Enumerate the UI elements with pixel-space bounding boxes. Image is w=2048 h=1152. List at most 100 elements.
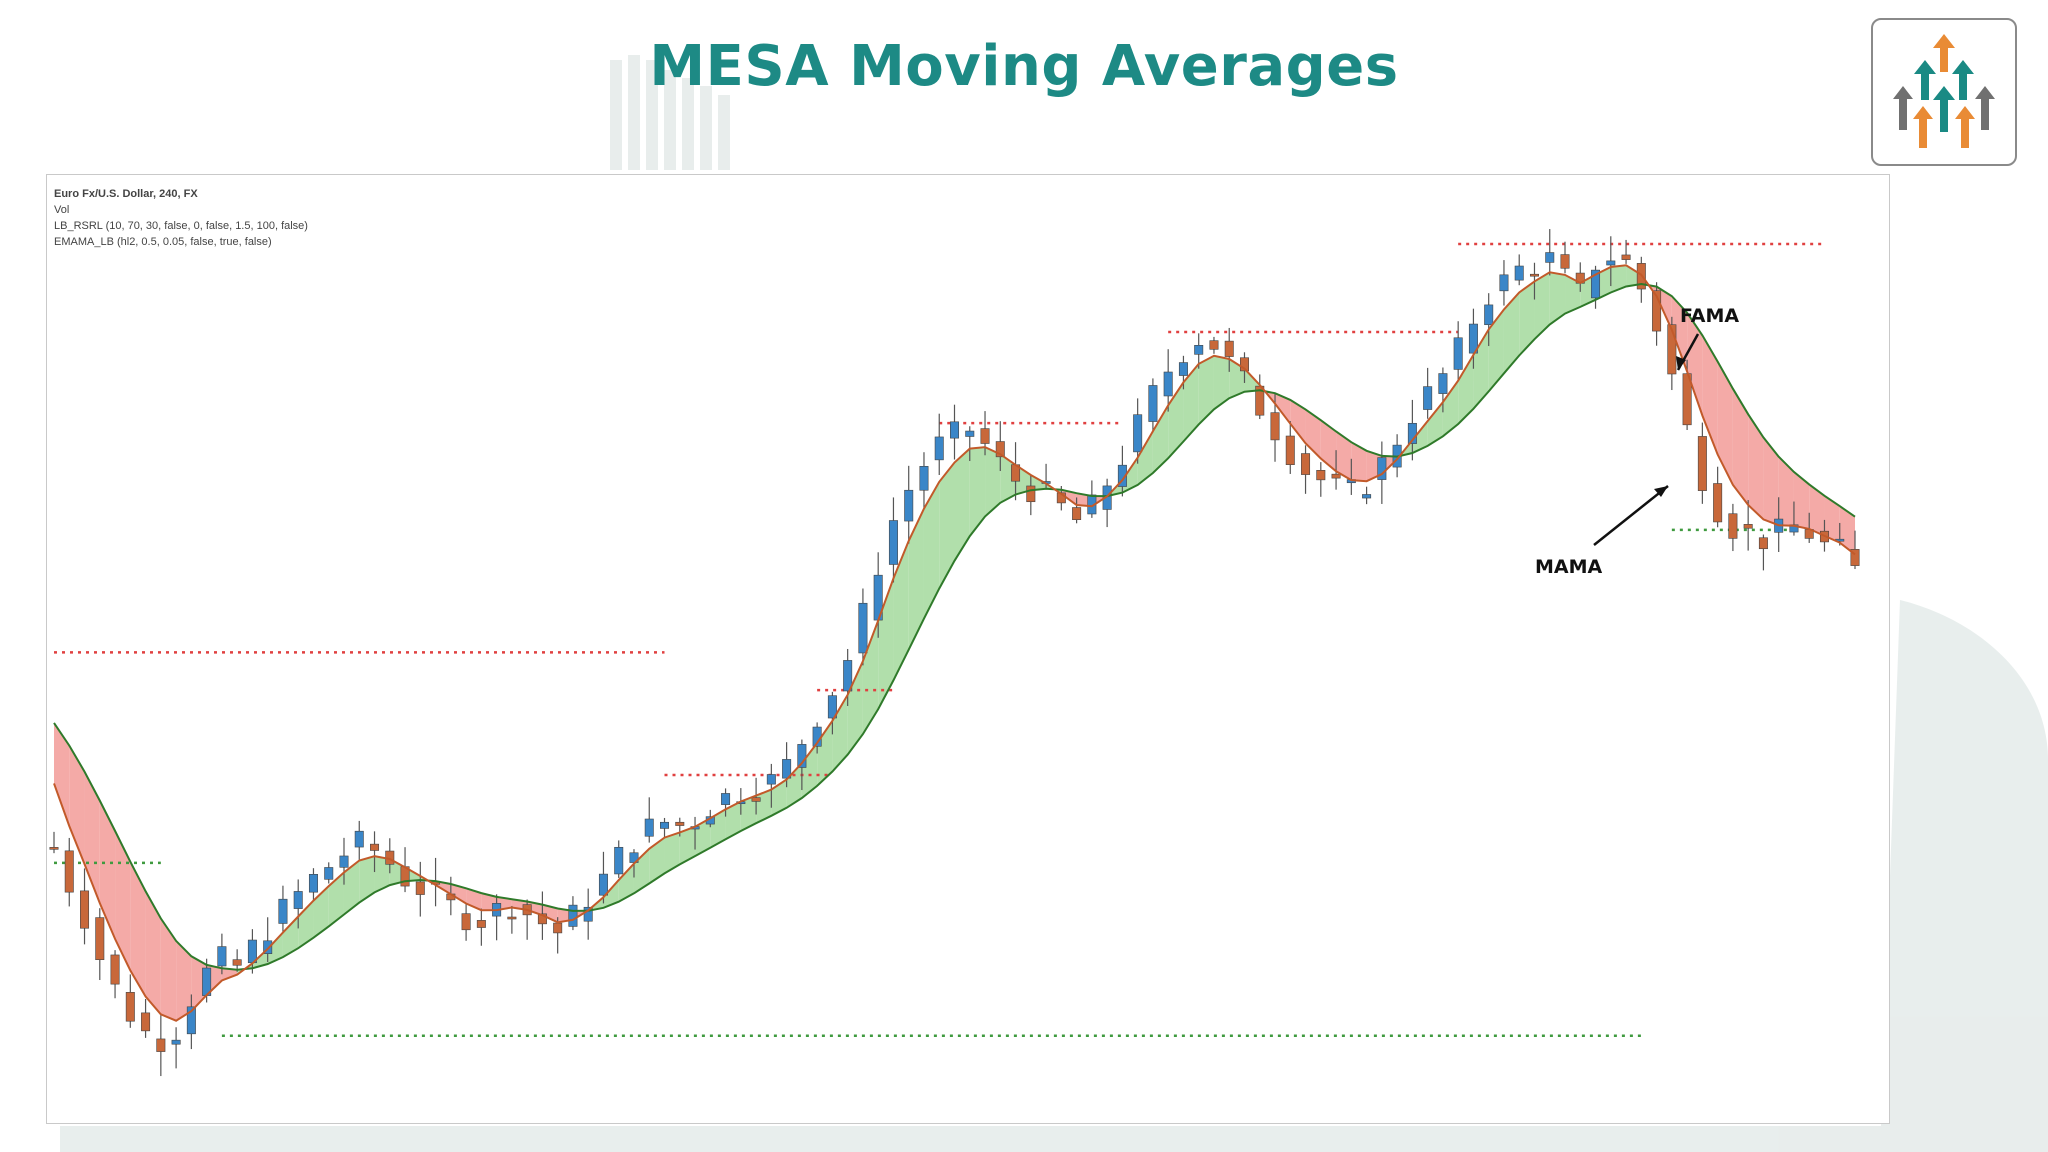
- candle-down: [1697, 436, 1707, 491]
- cloud-segment: [740, 795, 757, 831]
- candle-up: [965, 430, 975, 437]
- cloud-segment: [1610, 265, 1627, 293]
- cloud-segment: [1183, 363, 1199, 442]
- candle-up: [1789, 524, 1799, 533]
- mama-arrow: [1593, 485, 1669, 546]
- candle-down: [110, 954, 120, 985]
- candle-up: [1194, 345, 1204, 355]
- candle-up: [293, 891, 303, 909]
- candle-down: [751, 797, 761, 802]
- cloud-segment: [969, 447, 986, 537]
- candle-up: [339, 855, 349, 868]
- candle-down: [1758, 537, 1768, 550]
- candle-down: [370, 843, 380, 851]
- cloud-segment: [1213, 355, 1230, 410]
- candle-up: [1117, 464, 1127, 487]
- cloud-segment: [618, 863, 634, 902]
- cloud-segment: [1671, 296, 1688, 372]
- candle-up: [568, 904, 578, 927]
- candle-up: [598, 873, 608, 896]
- candle-up: [1178, 362, 1188, 376]
- legend-symbol: Euro Fx/U.S. Dollar, 240, FX: [54, 188, 198, 200]
- candle-up: [308, 874, 318, 893]
- candle-up: [1362, 494, 1372, 499]
- candle-up: [1484, 304, 1494, 326]
- cloud-segment: [542, 904, 558, 923]
- cloud-segment: [328, 872, 344, 927]
- cloud-segment: [176, 940, 192, 1021]
- candle-up: [1133, 414, 1143, 453]
- candle-up: [171, 1039, 181, 1045]
- cloud-segment: [985, 447, 1001, 517]
- cloud-segment: [1320, 420, 1337, 472]
- candle-up: [950, 421, 959, 439]
- cloud-segment: [1458, 354, 1474, 425]
- cloud-segment: [1351, 442, 1367, 482]
- candle-down: [1072, 507, 1082, 520]
- cloud-segment: [160, 918, 177, 1021]
- candle-up: [1148, 385, 1158, 422]
- candle-down: [1728, 513, 1738, 539]
- candle-down: [1209, 340, 1219, 350]
- candles: [49, 229, 1860, 1077]
- cloud-segment: [1778, 456, 1794, 526]
- cloud-segment: [725, 801, 741, 840]
- cloud-segment: [954, 448, 970, 561]
- annotations: FAMA MAMA: [1535, 305, 1739, 578]
- candle-down: [1224, 340, 1234, 357]
- cloud-segment: [679, 826, 696, 865]
- candle-down: [125, 992, 135, 1022]
- cloud-segment: [862, 620, 879, 735]
- cloud-segment: [1137, 431, 1153, 485]
- candle-up: [324, 867, 334, 880]
- candle-down: [1560, 254, 1570, 269]
- cloud-segment: [832, 694, 848, 772]
- candle-down: [49, 847, 59, 850]
- cloud-segment: [939, 462, 955, 589]
- mama-annotation-label: MAMA: [1535, 556, 1603, 578]
- cloud-segment: [1809, 484, 1825, 536]
- mama-fama-cloud: [54, 265, 1855, 1021]
- candle-down: [232, 959, 242, 966]
- chart-legend: Euro Fx/U.S. Dollar, 240, FX Vol LB_RSRL…: [54, 186, 308, 250]
- candle-down: [1667, 324, 1677, 375]
- cloud-segment: [1793, 471, 1810, 529]
- cloud-segment: [1488, 309, 1504, 392]
- candle-up: [934, 436, 944, 461]
- candle-down: [507, 916, 517, 920]
- cloud-segment: [282, 916, 299, 958]
- cloud-segment: [603, 880, 619, 908]
- candle-up: [1102, 485, 1112, 510]
- cloud-segment: [298, 900, 314, 949]
- candle-down: [461, 913, 471, 931]
- cloud-segment: [54, 722, 70, 827]
- cloud-segment: [893, 540, 909, 681]
- cloud-segment: [1412, 421, 1428, 453]
- cloud-segment: [649, 837, 665, 884]
- candle-up: [858, 602, 868, 654]
- candle-down: [1331, 473, 1341, 479]
- candle-up: [186, 1006, 196, 1035]
- candle-up: [354, 830, 364, 848]
- cloud-segment: [1519, 281, 1535, 356]
- candle-up: [1453, 337, 1463, 370]
- candle-down: [553, 922, 563, 934]
- candle-up: [1423, 386, 1433, 410]
- cloud-segment: [801, 742, 818, 798]
- candle-down: [1850, 549, 1860, 566]
- candle-up: [1514, 265, 1524, 281]
- candle-up: [583, 906, 593, 922]
- candle-up: [766, 774, 776, 785]
- cloud-segment: [771, 779, 787, 816]
- cloud-segment: [1152, 405, 1169, 474]
- cloud-segment: [1763, 437, 1779, 526]
- candle-down: [1316, 470, 1326, 481]
- candle-up: [263, 940, 273, 954]
- candle-down: [1743, 524, 1753, 529]
- candle-down: [1239, 357, 1249, 372]
- fama-line: [53, 282, 1856, 971]
- slide-title: MESA Moving Averages: [649, 34, 1399, 99]
- cloud-segment: [84, 771, 100, 904]
